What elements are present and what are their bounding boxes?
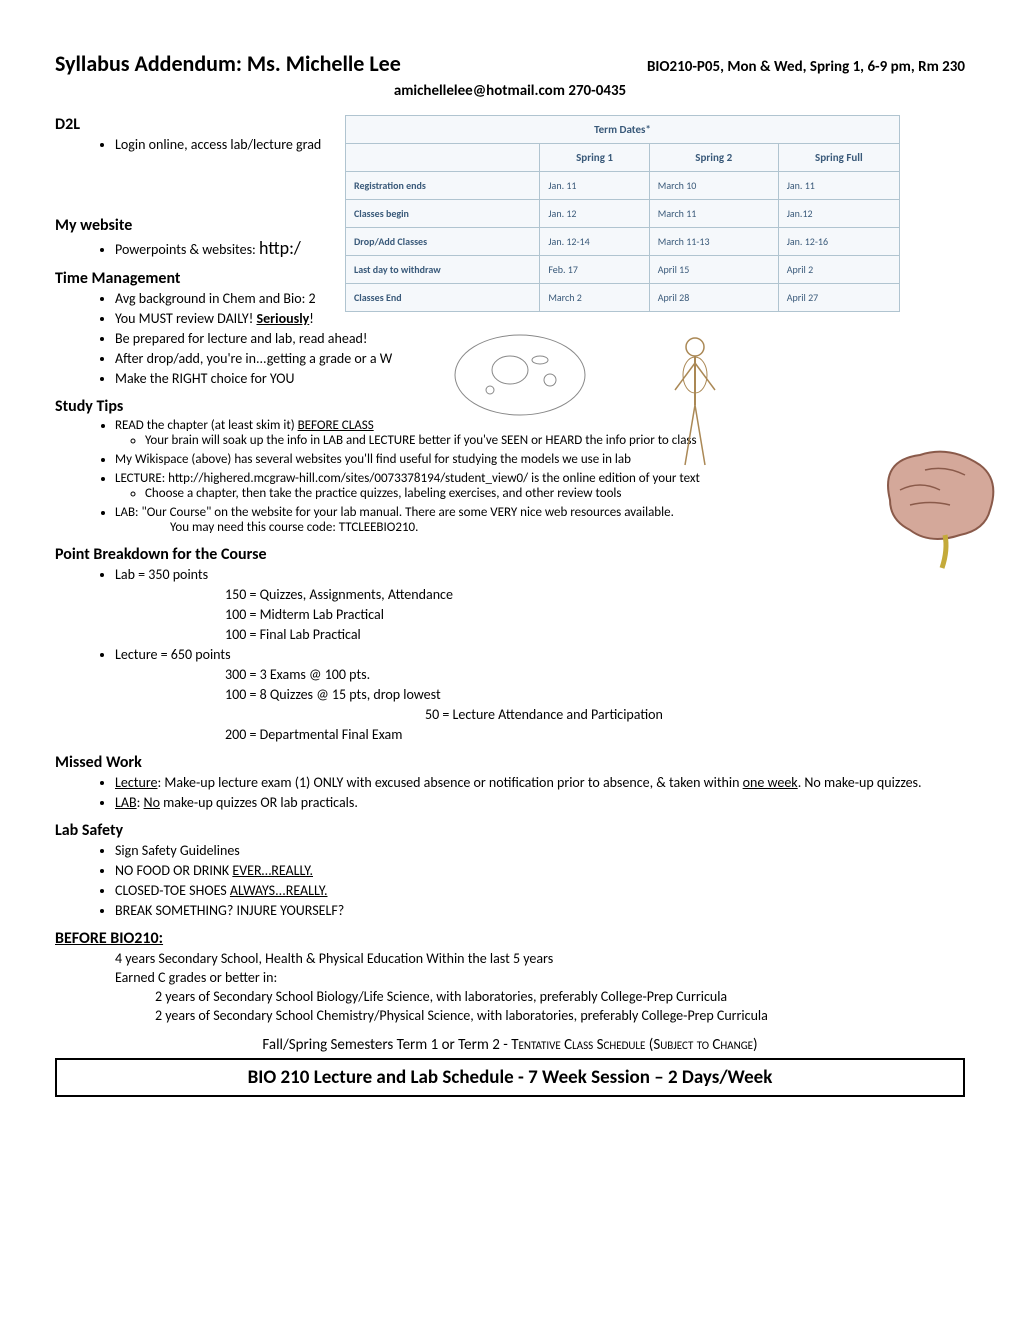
term-cell: March 11-13 — [649, 228, 778, 256]
term-cell: Classes End — [346, 284, 540, 312]
missed-lab-p2: : — [137, 794, 144, 811]
lab-item-1: 100 = Midterm Lab Practical — [225, 606, 965, 623]
term-cell: Jan.12 — [778, 200, 899, 228]
time-mgmt-item: You MUST review DAILY! Seriously! — [115, 310, 965, 327]
term-cell: Jan. 12-14 — [540, 228, 649, 256]
sched-1a: Fall/Spring Semesters Term 1 or Term 2 - — [262, 1036, 511, 1054]
lab-item-2: 100 = Final Lab Practical — [225, 626, 965, 643]
lab-points: Lab = 350 points — [115, 566, 965, 583]
missed-lec-suf: . No make-up quizzes. — [798, 774, 922, 791]
col-springfull: Spring Full — [778, 144, 899, 172]
term-cell: Jan. 11 — [778, 172, 899, 200]
term-cell: Jan. 12-16 — [778, 228, 899, 256]
term-cell: April 2 — [778, 256, 899, 284]
study-item: READ the chapter (at least skim it) BEFO… — [115, 418, 965, 448]
col-spring1: Spring 1 — [540, 144, 649, 172]
term-cell: March 2 — [540, 284, 649, 312]
lecture-points: Lecture = 650 points — [115, 646, 965, 663]
term-cell: March 10 — [649, 172, 778, 200]
term-cell: Jan. 11 — [540, 172, 649, 200]
term-cell: Drop/Add Classes — [346, 228, 540, 256]
missed-heading: Missed Work — [55, 753, 965, 772]
study-item: LECTURE: http://highered.mcgraw-hill.com… — [115, 471, 965, 501]
safety-item: BREAK SOMETHING? INJURE YOURSELF? — [115, 902, 965, 919]
missed-lab-p3: No — [144, 794, 160, 811]
term-cell: March 11 — [649, 200, 778, 228]
term-cell: Feb. 17 — [540, 256, 649, 284]
term-cell: April 15 — [649, 256, 778, 284]
term-cell: Registration ends — [346, 172, 540, 200]
before-sub2: 2 years of Secondary School Chemistry/Ph… — [155, 1007, 965, 1024]
study-sub-item: Choose a chapter, then take the practice… — [145, 486, 965, 501]
brain-icon — [870, 440, 1005, 570]
col-blank — [346, 144, 540, 172]
skeleton-icon — [665, 335, 725, 475]
missed-lab-p4: make-up quizzes OR lab practicals. — [160, 794, 358, 811]
missed-lab-p1: LAB — [115, 794, 137, 811]
lab-item-0: 150 = Quizzes, Assignments, Attendance — [225, 586, 965, 603]
col-spring2: Spring 2 — [649, 144, 778, 172]
schedule-box: BIO 210 Lecture and Lab Schedule - 7 Wee… — [55, 1058, 965, 1097]
study-sub-item: Your brain will soak up the info in LAB … — [145, 433, 965, 448]
contact-info: amichellelee@hotmail.com 270-0435 — [55, 82, 965, 100]
term-cell: Jan. 12 — [540, 200, 649, 228]
lec-item-0: 300 = 3 Exams @ 100 pts. — [225, 666, 965, 683]
safety-item: CLOSED-TOE SHOES ALWAYS...REALLY. — [115, 882, 965, 899]
before-line1: 4 years Secondary School, Health & Physi… — [115, 950, 965, 967]
missed-lab: LAB: No make-up quizzes OR lab practical… — [115, 794, 965, 811]
missed-lec-label: Lecture — [115, 774, 157, 791]
term-cell: April 28 — [649, 284, 778, 312]
study-item: LAB: "Our Course" on the website for you… — [115, 505, 965, 535]
points-heading: Point Breakdown for the Course — [55, 545, 965, 564]
safety-heading: Lab Safety — [55, 821, 965, 840]
lec-right: 50 = Lecture Attendance and Participatio… — [425, 706, 965, 723]
term-dates-title: Term Dates* — [346, 116, 900, 144]
sched-1b: Tentative Class Schedule (Subject to Cha… — [511, 1036, 757, 1054]
missed-lec-uline: one week — [743, 774, 798, 791]
website-prefix: Powerpoints & websites: — [115, 241, 259, 258]
before-line2: Earned C grades or better in: — [115, 969, 965, 986]
schedule-line1: Fall/Spring Semesters Term 1 or Term 2 -… — [55, 1036, 965, 1054]
study-item: My Wikispace (above) has several website… — [115, 452, 965, 467]
website-url: http:/ — [259, 237, 301, 259]
missed-lec-mid: : Make-up lecture exam (1) ONLY with exc… — [157, 774, 742, 791]
term-cell: Last day to withdraw — [346, 256, 540, 284]
lec-item-1: 100 = 8 Quizzes @ 15 pts, drop lowest — [225, 686, 965, 703]
lec-last: 200 = Departmental Final Exam — [225, 726, 965, 743]
before-sub1: 2 years of Secondary School Biology/Life… — [155, 988, 965, 1005]
header-row-1: Syllabus Addendum: Ms. Michelle Lee BIO2… — [55, 50, 965, 77]
course-info: BIO210-P05, Mon & Wed, Spring 1, 6-9 pm,… — [647, 58, 965, 76]
safety-item: Sign Safety Guidelines — [115, 842, 965, 859]
before-heading: BEFORE BIO210: — [55, 929, 965, 948]
term-cell: Classes begin — [346, 200, 540, 228]
missed-lecture: Lecture: Make-up lecture exam (1) ONLY w… — [115, 774, 965, 791]
term-dates-table: Term Dates* Spring 1 Spring 2 Spring Ful… — [345, 115, 900, 312]
syllabus-title: Syllabus Addendum: Ms. Michelle Lee — [55, 50, 401, 77]
cell-diagram-icon — [450, 330, 590, 420]
safety-item: NO FOOD OR DRINK EVER…REALLY. — [115, 862, 965, 879]
term-cell: April 27 — [778, 284, 899, 312]
